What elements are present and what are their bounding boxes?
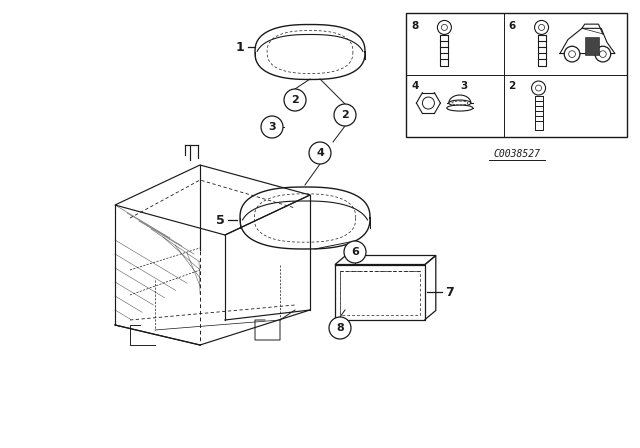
Circle shape [284, 89, 306, 111]
Circle shape [564, 46, 580, 62]
Text: 8: 8 [412, 22, 419, 31]
Text: 4: 4 [412, 81, 419, 91]
Circle shape [437, 21, 451, 34]
Circle shape [329, 317, 351, 339]
Text: 2: 2 [341, 110, 349, 120]
Circle shape [334, 104, 356, 126]
Ellipse shape [447, 105, 473, 111]
Circle shape [534, 21, 548, 34]
Text: 4: 4 [316, 148, 324, 158]
Text: 3: 3 [268, 122, 276, 132]
Circle shape [309, 142, 331, 164]
Text: 3: 3 [460, 81, 467, 91]
Text: 1: 1 [236, 40, 244, 53]
Text: 7: 7 [445, 285, 454, 298]
Circle shape [261, 116, 283, 138]
Circle shape [536, 85, 541, 91]
Circle shape [538, 25, 545, 30]
Circle shape [442, 25, 447, 30]
Bar [406, 13, 627, 137]
Text: 8: 8 [336, 323, 344, 333]
Circle shape [569, 51, 575, 57]
Bar [586, 37, 600, 55]
Text: 6: 6 [509, 22, 516, 31]
Text: 2: 2 [291, 95, 299, 105]
Ellipse shape [449, 100, 471, 106]
Circle shape [532, 81, 545, 95]
Text: 6: 6 [351, 247, 359, 257]
Text: C0038527: C0038527 [493, 149, 540, 159]
Circle shape [595, 46, 611, 62]
Text: 5: 5 [216, 214, 225, 227]
Text: 2: 2 [509, 81, 516, 91]
Circle shape [344, 241, 366, 263]
Circle shape [422, 97, 435, 109]
Circle shape [600, 51, 606, 57]
